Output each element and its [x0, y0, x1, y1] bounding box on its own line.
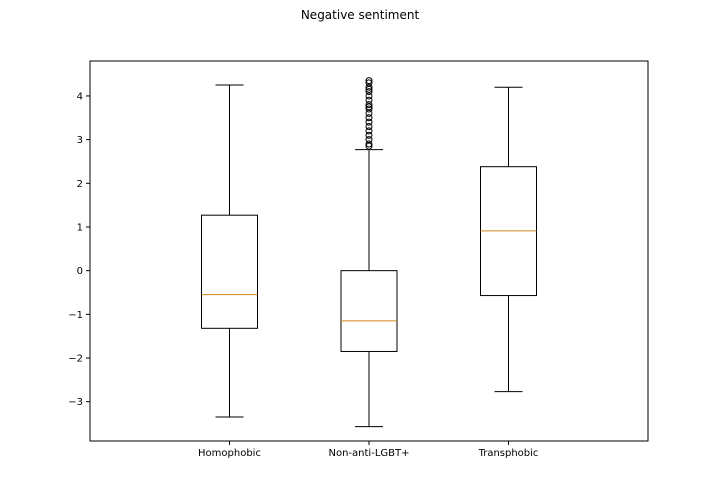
y-tick-label: 0 [77, 266, 83, 277]
iqr-box [340, 270, 398, 352]
outlier-point [365, 109, 373, 117]
y-tick-label: 4 [77, 91, 83, 102]
y-tick-label: 3 [77, 135, 83, 146]
outlier-point [365, 131, 373, 139]
x-tick-label: Transphobic [478, 448, 539, 459]
outlier-point [365, 123, 373, 131]
outlier-point [365, 79, 373, 87]
y-tick-label: −3 [68, 397, 83, 408]
iqr-box [201, 214, 258, 329]
outlier-point [365, 88, 373, 96]
x-tick-label: Non-anti-LGBT+ [329, 448, 410, 459]
outlier-point [365, 85, 373, 93]
outlier-point [365, 83, 373, 91]
chart-title: Negative sentiment [300, 8, 420, 22]
outlier-point [365, 136, 373, 144]
outlier-point [365, 142, 373, 150]
y-tick-label: −1 [68, 310, 83, 321]
outlier-point [365, 101, 373, 109]
outlier-point [365, 92, 373, 100]
outlier-point [365, 118, 373, 126]
x-tick-label: Homophobic [198, 448, 261, 459]
y-tick-label: −2 [68, 354, 83, 365]
outlier-point [365, 140, 373, 148]
outlier-point [365, 127, 373, 135]
y-tick-label: 2 [77, 179, 83, 190]
outlier-point [365, 114, 373, 122]
y-tick-label: 1 [77, 222, 83, 233]
outlier-point [365, 96, 373, 104]
outlier-point [365, 77, 373, 85]
outlier-point [365, 103, 373, 111]
outlier-point [365, 105, 373, 113]
